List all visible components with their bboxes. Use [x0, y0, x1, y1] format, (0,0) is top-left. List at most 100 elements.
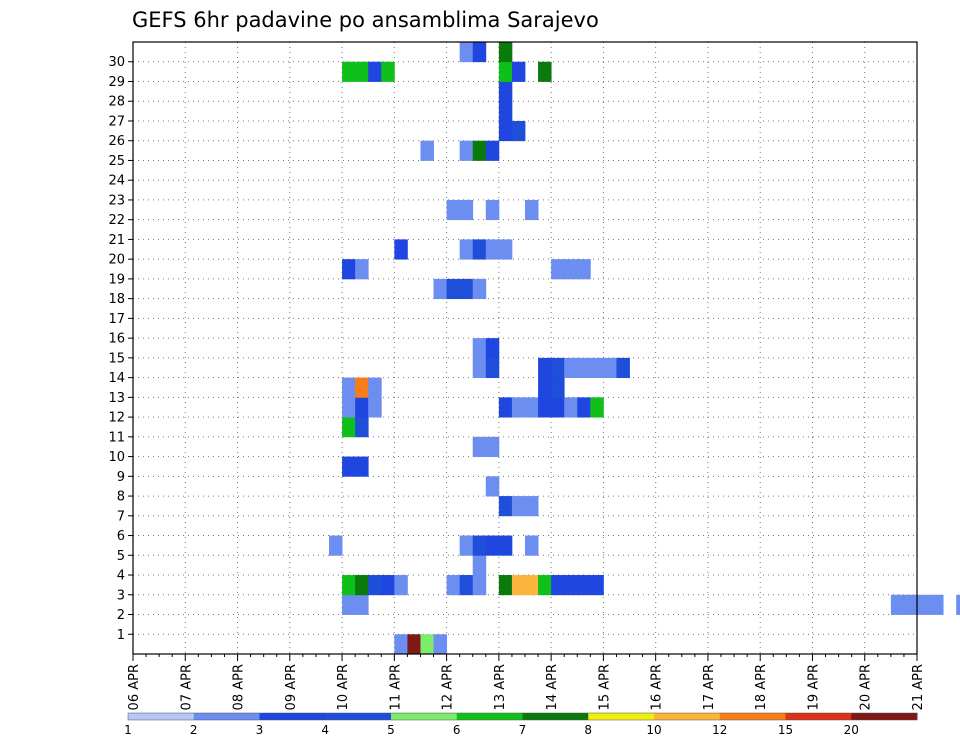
heatmap-cell: [511, 575, 526, 596]
heatmap-cell: [472, 42, 487, 63]
heatmap-cell: [577, 397, 591, 418]
heatmap-cell: [342, 259, 356, 280]
heatmap-cell: [498, 239, 513, 260]
colorbar: 1 2 3 4 5 6 7 8 10 12 15 20: [124, 712, 918, 737]
heatmap-cell: [368, 377, 382, 398]
heatmap-cell: [538, 357, 552, 379]
heatmap-cell: [564, 259, 578, 280]
colorbar-label: 2: [190, 723, 198, 737]
y-tick-label: 29: [108, 75, 125, 90]
heatmap-cell: [433, 634, 447, 655]
y-tick-label: 28: [108, 95, 125, 110]
y-tick-label: 1: [117, 628, 125, 643]
heatmap-cell: [485, 338, 500, 359]
y-tick-label: 19: [108, 272, 125, 287]
y-tick-label: 17: [108, 312, 125, 327]
heatmap-cell: [956, 594, 960, 615]
y-tick-label: 6: [117, 529, 125, 544]
heatmap-cell: [368, 397, 382, 418]
heatmap-cell: [342, 594, 356, 615]
heatmap-cell: [394, 634, 408, 655]
y-tick-label: 18: [108, 292, 125, 307]
y-tick-label: 27: [108, 114, 125, 129]
y-tick-label: 14: [108, 371, 125, 386]
heatmap-cell: [590, 357, 604, 379]
heatmap-cell: [472, 140, 487, 161]
x-tick-label: 17 APR: [702, 664, 717, 710]
heatmap-cell: [472, 575, 487, 596]
colorbar-swatch: [719, 713, 786, 720]
heatmap-cell: [485, 535, 500, 556]
heatmap-cell: [446, 199, 461, 221]
colorbar-swatch: [851, 713, 918, 720]
heatmap-cell: [590, 397, 604, 418]
heatmap-cell: [903, 594, 918, 615]
y-tick-label: 21: [108, 233, 125, 248]
heatmap-cell: [551, 377, 565, 398]
heatmap-cell: [538, 61, 552, 82]
heatmap-cell: [485, 357, 500, 379]
heatmap-cell: [342, 377, 356, 398]
heatmap-cell: [472, 278, 487, 300]
heatmap-cell: [525, 575, 539, 596]
heatmap-cell: [498, 101, 513, 122]
y-axis: 1234567891011121314151617181920212223242…: [108, 55, 133, 643]
colorbar-label: 8: [584, 723, 592, 737]
heatmap-cell: [564, 357, 578, 379]
heatmap-cell: [498, 535, 513, 556]
heatmap-cell: [616, 357, 630, 379]
heatmap-cell: [355, 456, 369, 477]
y-tick-label: 9: [117, 470, 125, 485]
heatmap-cell: [485, 476, 500, 497]
y-tick-label: 26: [108, 134, 125, 149]
heatmap-cell: [472, 338, 487, 359]
x-tick-label: 18 APR: [754, 664, 769, 710]
heatmap-cell: [355, 594, 369, 615]
heatmap-cell: [355, 377, 369, 398]
heatmap-cell: [577, 357, 591, 379]
heatmap-cell: [485, 140, 500, 161]
heatmap-cell: [525, 199, 539, 221]
heatmap-cell: [511, 120, 526, 142]
heatmap-cell: [551, 259, 565, 280]
heatmap-cell: [551, 575, 565, 596]
heatmap-cell: [342, 397, 356, 418]
y-tick-label: 15: [108, 351, 125, 366]
colorbar-swatch: [522, 713, 589, 720]
heatmap-cells: [329, 42, 960, 655]
colorbar-label: 3: [256, 723, 264, 737]
colorbar-label: 4: [321, 723, 329, 737]
heatmap-cell: [485, 199, 500, 221]
heatmap-cell: [420, 140, 434, 161]
y-tick-label: 4: [117, 569, 125, 584]
heatmap-cell: [511, 496, 526, 517]
heatmap-cell: [355, 259, 369, 280]
colorbar-label: 1: [124, 723, 132, 737]
y-tick-label: 10: [108, 450, 125, 465]
y-tick-label: 24: [108, 174, 125, 189]
heatmap-cell: [459, 239, 474, 260]
heatmap-cell: [538, 377, 552, 398]
colorbar-label: 10: [646, 723, 661, 737]
y-tick-label: 8: [117, 490, 125, 505]
x-tick-label: 20 APR: [859, 664, 874, 710]
heatmap-cell: [394, 239, 408, 260]
x-tick-label: 09 APR: [284, 664, 299, 710]
colorbar-swatch: [785, 713, 852, 720]
heatmap-cell: [381, 575, 395, 596]
y-tick-label: 11: [108, 430, 125, 445]
heatmap-cell: [511, 61, 526, 82]
heatmap-cell: [577, 575, 591, 596]
heatmap-cell: [472, 555, 487, 576]
colorbar-swatch: [456, 713, 523, 720]
x-tick-label: 13 APR: [493, 664, 508, 710]
y-tick-label: 22: [108, 213, 125, 228]
heatmap-cell: [603, 357, 617, 379]
heatmap-cell: [407, 634, 421, 655]
heatmap-cell: [459, 575, 474, 596]
heatmap-cell: [342, 456, 356, 477]
colorbar-label: 15: [778, 723, 793, 737]
y-tick-label: 2: [117, 608, 125, 623]
x-tick-label: 10 APR: [336, 664, 351, 710]
